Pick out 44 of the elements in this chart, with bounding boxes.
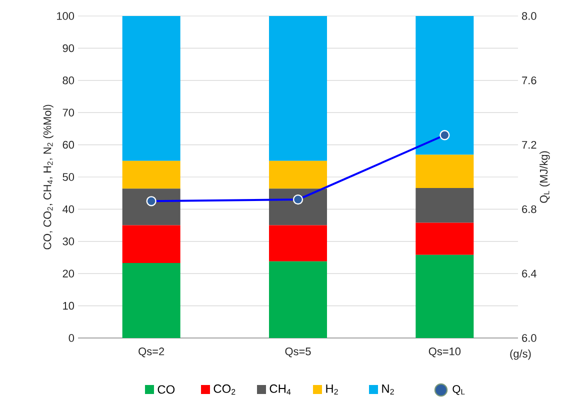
y2-tick-label: 8.0	[522, 12, 536, 20]
x-tick-label: Qs=10	[428, 348, 461, 358]
bar	[269, 225, 328, 262]
x-tick-label: Qs=2	[138, 348, 164, 358]
bar	[416, 254, 474, 338]
y2-axis-title: Q$_{L}$ (MJ/kg)	[540, 151, 550, 203]
x-axis-title: (g/s)	[510, 350, 531, 360]
y-tick-label: 60	[62, 140, 74, 149]
text: CO, CO$_{2}$, CH$_{4}$, H$_{2}$, N$_{2}$ (%Mol)	[43, 104, 54, 250]
bar	[416, 188, 474, 223]
y2-tick-label: 6.4	[522, 270, 536, 278]
y-tick-label: 20	[62, 270, 74, 278]
y-tick-label: 30	[62, 238, 74, 246]
legend-label: N$_{2}$	[382, 384, 394, 395]
bar	[122, 225, 180, 263]
legend-label: CH$_{4}$	[270, 384, 291, 395]
bar	[269, 261, 328, 338]
y2-tick-label: 7.2	[522, 140, 536, 149]
bar	[269, 188, 328, 226]
y-tick-label: 10	[63, 302, 74, 310]
legend-label: CO	[158, 385, 175, 394]
bar	[416, 222, 474, 255]
y2-tick-label: 7.6	[522, 76, 536, 84]
bar	[122, 160, 180, 189]
legend-label: H$_{2}$	[326, 384, 338, 395]
y-tick-label: 100	[57, 12, 74, 20]
y-tick-label: 50	[62, 173, 74, 181]
y-tick-label: 0	[68, 334, 74, 342]
legend-label: Q$_{L}$	[452, 385, 465, 395]
legend-label: CO$_{2}$	[214, 384, 236, 395]
bar	[122, 16, 180, 161]
y-tick-label: 40	[62, 205, 74, 214]
bar	[269, 160, 328, 189]
bar	[416, 16, 474, 155]
x-tick-label: Qs=5	[285, 348, 311, 358]
bar	[122, 262, 180, 338]
y2-tick-label: 6.8	[522, 205, 536, 214]
y2-tick-label: 6.0	[522, 334, 536, 342]
y-tick-label: 70	[62, 108, 74, 116]
y-tick-label: 90	[62, 44, 74, 52]
bar	[269, 16, 328, 161]
bar	[122, 188, 180, 226]
y-tick-label: 80	[62, 76, 74, 84]
bar	[416, 154, 474, 188]
